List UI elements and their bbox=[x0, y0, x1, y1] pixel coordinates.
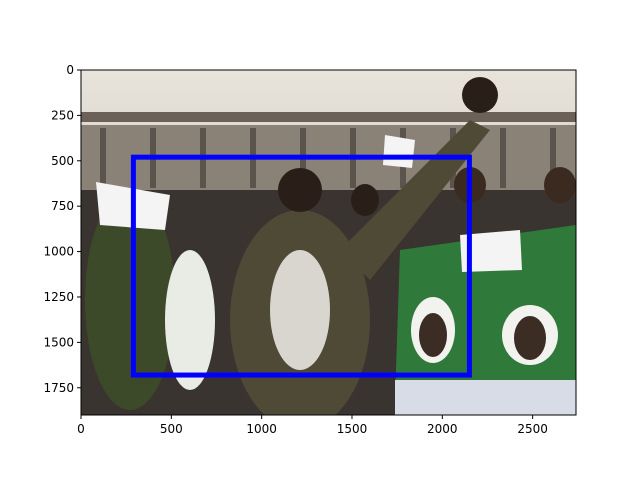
y-tick-label: 1500 bbox=[43, 335, 74, 349]
axes-frame bbox=[80, 69, 577, 416]
y-tick-label: 1000 bbox=[43, 245, 74, 259]
y-tick-label: 1250 bbox=[43, 290, 74, 304]
x-tick-label: 500 bbox=[160, 422, 183, 436]
y-tick-label: 250 bbox=[51, 108, 74, 122]
photo bbox=[81, 70, 576, 415]
x-tick-label: 1000 bbox=[246, 422, 277, 436]
y-tick-label: 1750 bbox=[43, 381, 74, 395]
y-tick-label: 0 bbox=[66, 63, 74, 77]
y-tick-label: 500 bbox=[51, 154, 74, 168]
x-tick-label: 0 bbox=[77, 422, 85, 436]
x-tick-label: 2000 bbox=[427, 422, 458, 436]
x-tick-label: 1500 bbox=[337, 422, 368, 436]
y-tick-label: 750 bbox=[51, 199, 74, 213]
bounding-box bbox=[130, 154, 472, 378]
x-tick-label: 2500 bbox=[517, 422, 548, 436]
